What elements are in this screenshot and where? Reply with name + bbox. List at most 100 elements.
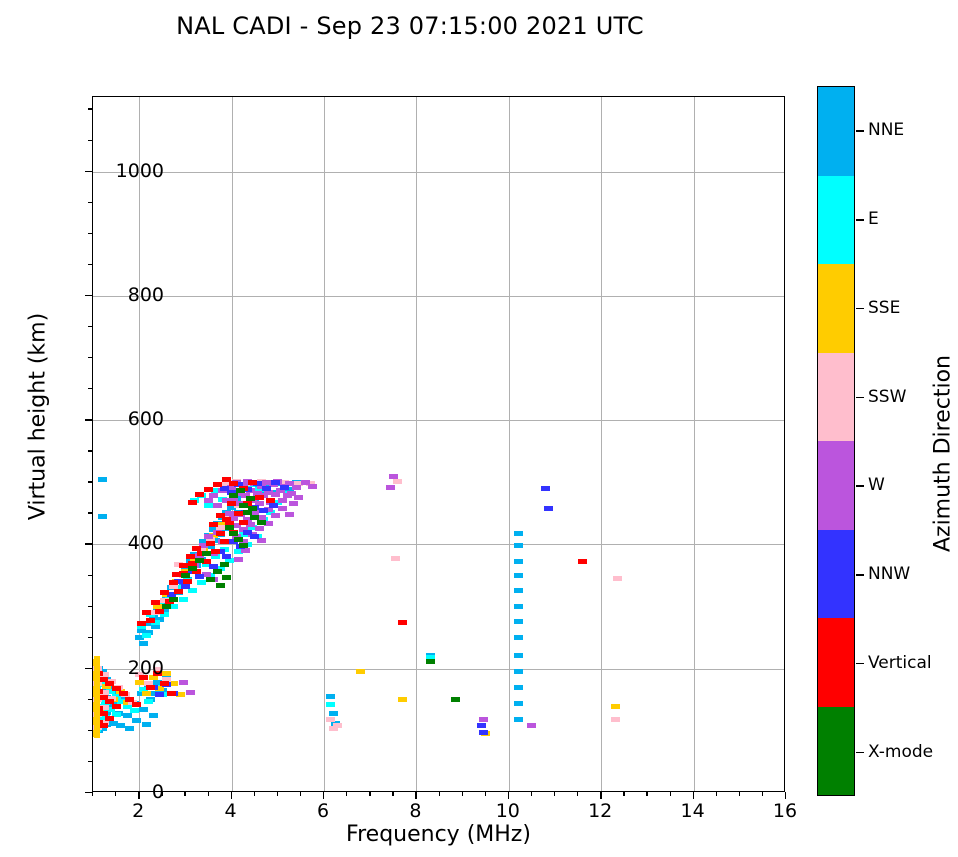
- data-point: [111, 693, 121, 699]
- data-point: [234, 556, 244, 562]
- data-point: [513, 652, 523, 658]
- data-point: [513, 684, 523, 690]
- x-tick-major: [507, 792, 510, 799]
- data-point: [178, 679, 188, 685]
- y-tick-major: [85, 667, 92, 670]
- data-point: [513, 668, 523, 674]
- data-point: [328, 710, 338, 716]
- data-point: [169, 580, 179, 586]
- data-point: [224, 558, 234, 564]
- data-point: [254, 487, 264, 493]
- data-point: [143, 698, 153, 704]
- data-point: [197, 580, 207, 586]
- data-point: [250, 514, 260, 520]
- data-point: [280, 484, 290, 490]
- data-point: [393, 478, 403, 484]
- x-tick-major: [600, 792, 602, 799]
- colorbar-label-w: W: [868, 475, 885, 496]
- x-tick-major: [138, 792, 140, 799]
- data-point: [116, 723, 126, 729]
- data-point: [164, 599, 174, 605]
- data-point: [178, 563, 188, 569]
- data-point: [206, 573, 216, 578]
- data-point: [224, 510, 234, 516]
- data-point: [160, 611, 170, 617]
- data-point: [224, 520, 234, 526]
- x-tick-label: 12: [588, 800, 613, 822]
- y-tick-major: [85, 294, 92, 297]
- x-tick-minor: [184, 792, 186, 796]
- data-point: [180, 584, 190, 590]
- data-point: [513, 618, 523, 624]
- data-point: [139, 687, 149, 693]
- data-point: [513, 559, 523, 565]
- data-point: [277, 505, 287, 511]
- data-point: [222, 477, 232, 483]
- y-tick-minor: [88, 263, 92, 266]
- data-point: [240, 493, 250, 499]
- data-point: [197, 550, 207, 556]
- data-point: [183, 579, 193, 585]
- data-point: [139, 674, 149, 680]
- data-point: [264, 489, 274, 495]
- gridline-horizontal: [93, 295, 784, 297]
- data-point: [513, 717, 523, 723]
- data-point: [243, 500, 253, 506]
- data-point: [141, 610, 151, 616]
- gridline-horizontal: [93, 420, 784, 422]
- data-point: [204, 487, 213, 493]
- data-point: [243, 509, 253, 515]
- y-tick-minor: [88, 698, 92, 701]
- data-point: [270, 513, 280, 519]
- data-point: [222, 517, 232, 523]
- data-point: [238, 503, 248, 509]
- x-tick-label: 16: [772, 800, 798, 822]
- data-point: [187, 499, 197, 505]
- data-point: [261, 486, 271, 491]
- data-point: [259, 493, 269, 499]
- data-point: [513, 635, 523, 641]
- colorbar: [817, 86, 855, 796]
- data-point: [238, 543, 248, 549]
- colorbar-segment-ssw: [818, 352, 854, 441]
- data-point: [240, 548, 250, 554]
- data-point: [173, 589, 183, 595]
- data-point: [150, 600, 160, 606]
- x-tick-minor: [761, 792, 764, 796]
- data-point: [167, 691, 177, 697]
- colorbar-segment-sse: [818, 264, 854, 353]
- data-point: [97, 476, 107, 482]
- data-point: [307, 483, 317, 489]
- data-point: [111, 686, 121, 692]
- data-point: [243, 517, 253, 523]
- data-point: [171, 571, 181, 577]
- y-tick-major: [85, 792, 92, 794]
- data-point: [213, 482, 223, 488]
- data-point: [173, 585, 183, 591]
- y-tick-minor: [88, 388, 92, 390]
- data-point: [199, 539, 209, 545]
- data-point: [280, 479, 290, 485]
- plot-area: [92, 96, 785, 792]
- data-point: [326, 717, 336, 723]
- data-point: [169, 596, 179, 602]
- data-point: [208, 522, 218, 528]
- gridline-vertical: [324, 97, 325, 791]
- data-point: [215, 530, 225, 536]
- gridlines: [93, 97, 784, 791]
- y-tick-minor: [88, 481, 92, 483]
- data-point: [153, 604, 163, 610]
- data-point: [257, 538, 267, 544]
- x-tick-minor: [646, 792, 648, 796]
- x-tick-label: 8: [409, 800, 422, 822]
- data-point: [155, 692, 165, 698]
- data-point: [132, 718, 142, 724]
- y-tick-minor: [88, 232, 92, 235]
- data-point: [326, 702, 336, 708]
- data-point: [264, 520, 274, 526]
- data-point: [478, 717, 488, 723]
- data-point: [478, 729, 488, 735]
- colorbar-label-nnw: NNW: [868, 564, 911, 585]
- colorbar-label-vertical: Vertical: [868, 652, 932, 673]
